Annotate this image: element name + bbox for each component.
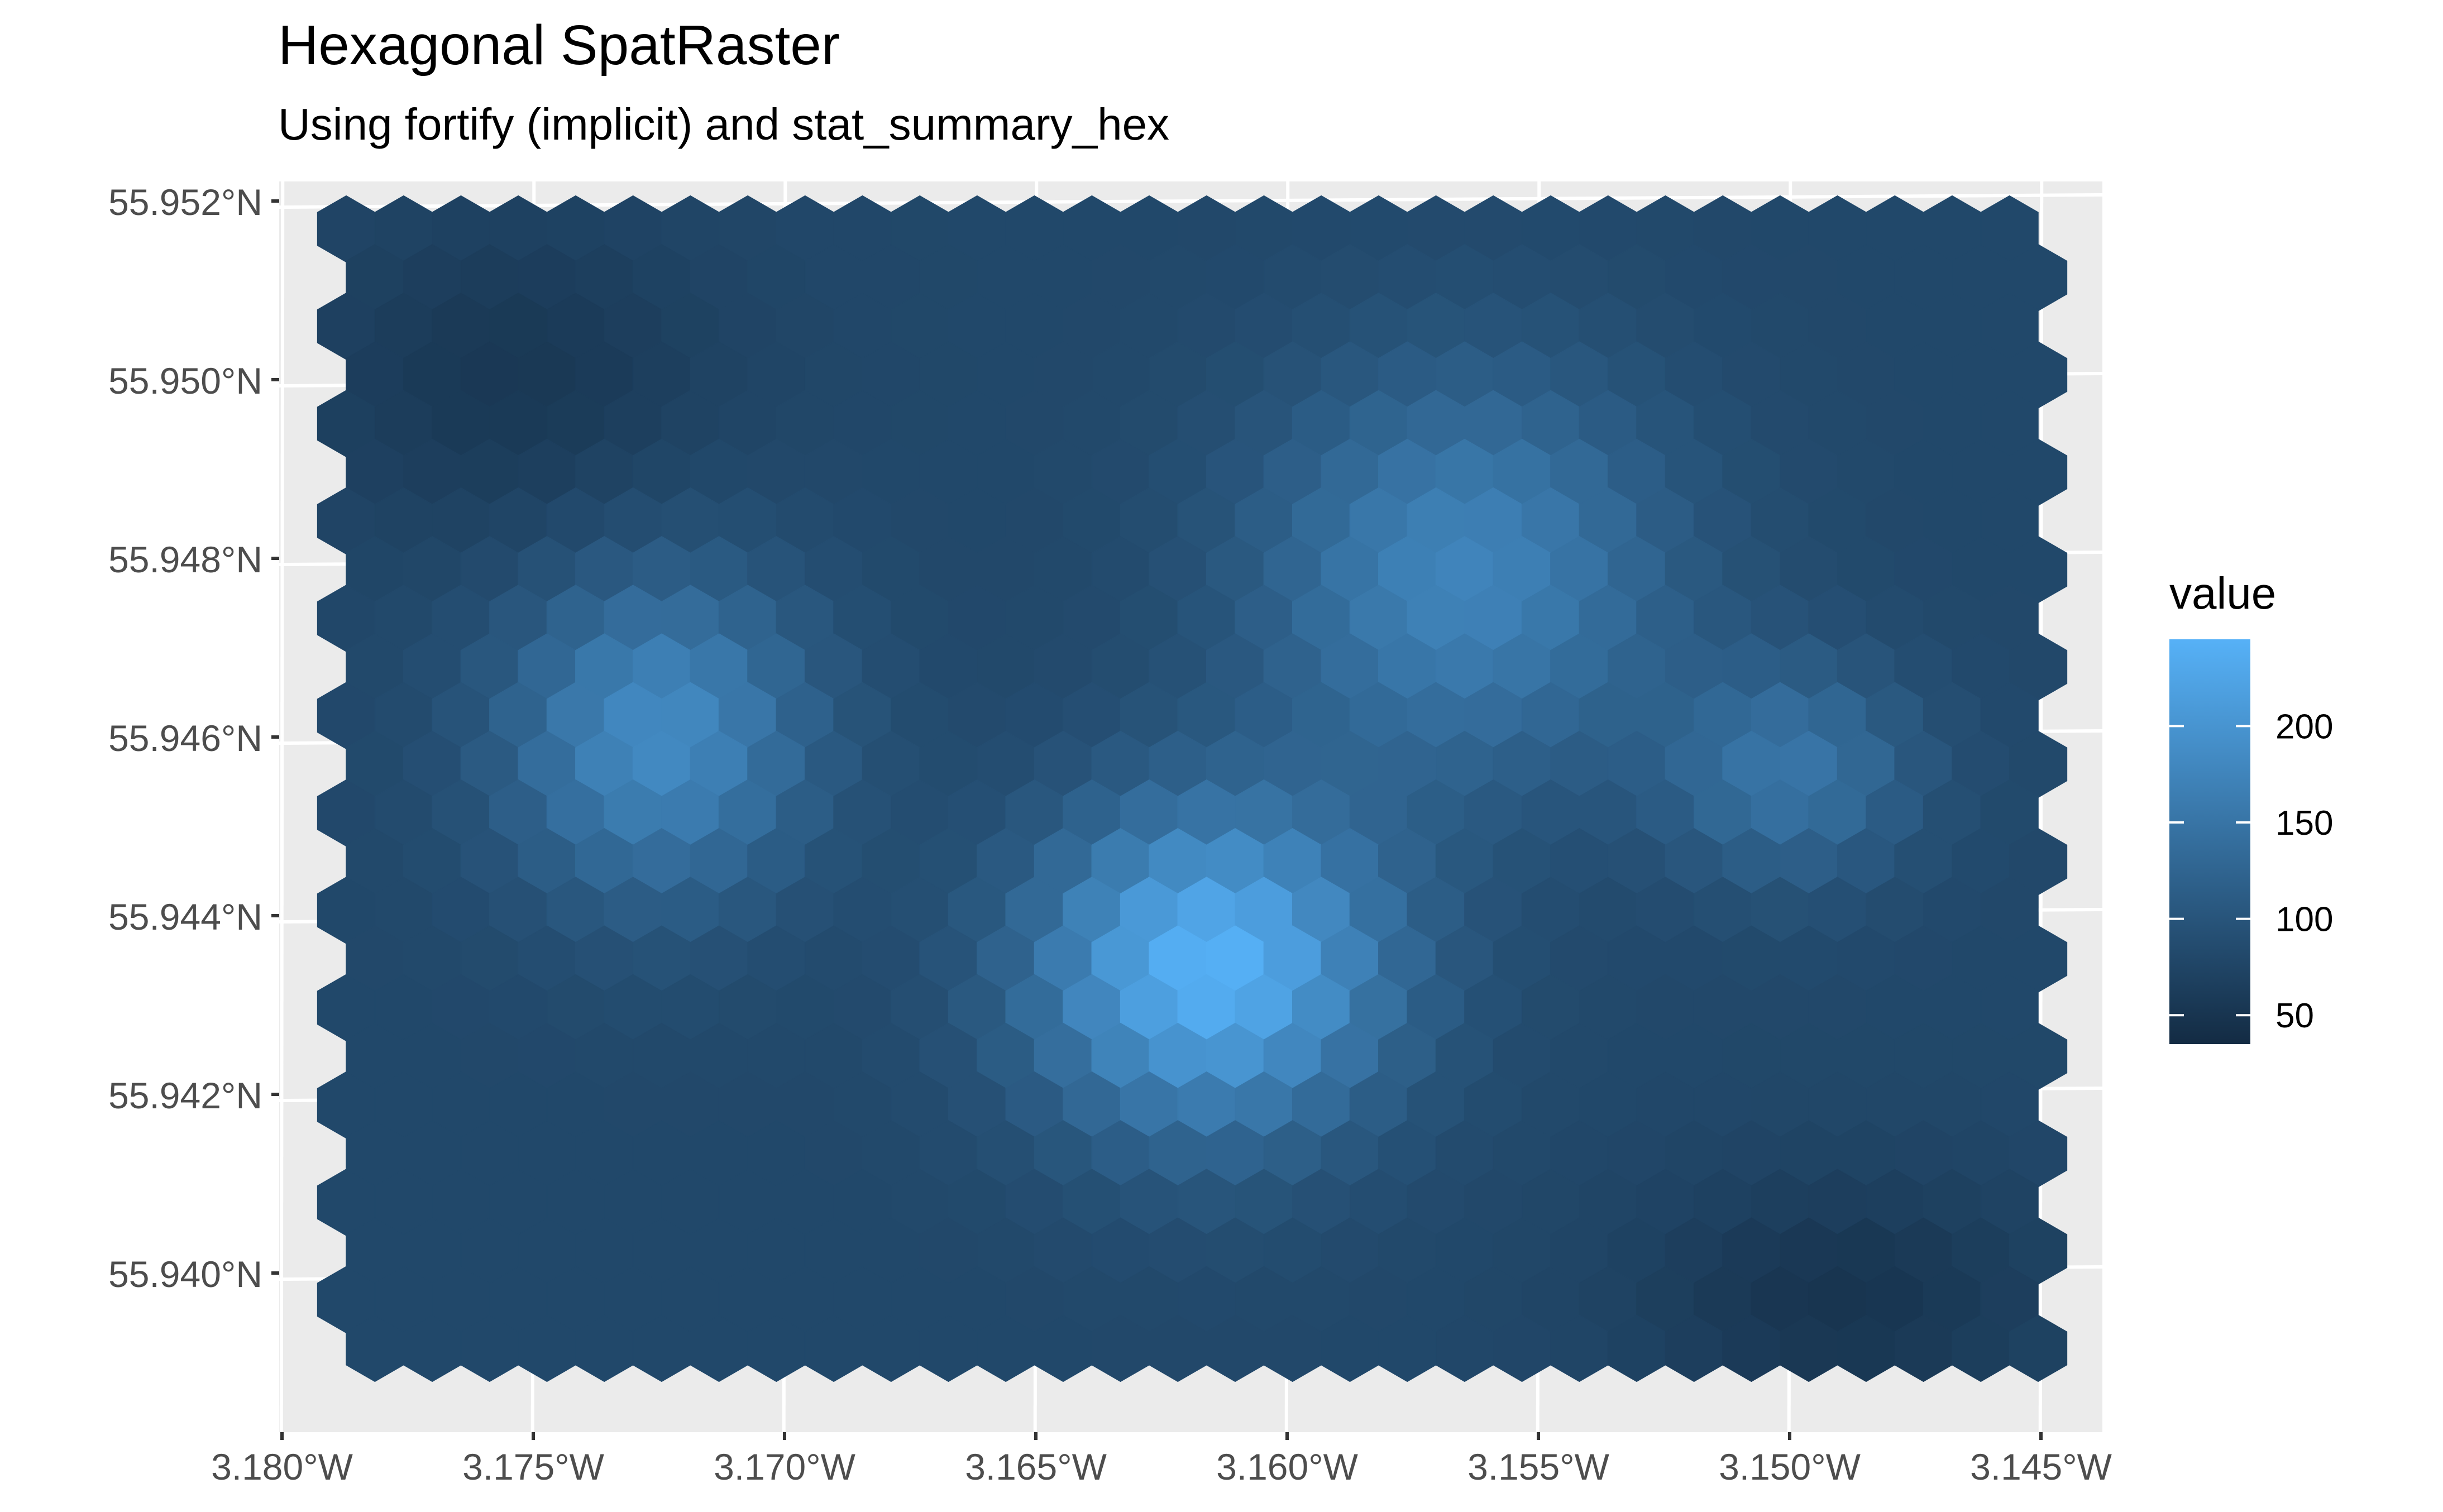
x-tick-label: 3.145°W (1970, 1446, 2112, 1487)
chart-subtitle: Using fortify (implicit) and stat_summar… (278, 99, 1169, 149)
x-tick-label: 3.160°W (1216, 1446, 1359, 1487)
legend-tick-label: 200 (2275, 707, 2333, 746)
hex-cells (317, 195, 2068, 1382)
y-tick-label: 55.944°N (108, 896, 262, 937)
x-tick-label: 3.165°W (965, 1446, 1107, 1487)
x-tick-label: 3.180°W (211, 1446, 353, 1487)
y-tick-label: 55.952°N (108, 181, 262, 223)
legend: value 200 150 100 50 (2169, 568, 2333, 1044)
y-tick-label: 55.940°N (108, 1253, 262, 1295)
legend-tick-label: 50 (2275, 997, 2314, 1035)
x-tick-label: 3.170°W (714, 1446, 856, 1487)
hex-cell (2009, 1314, 2068, 1382)
x-tick-label: 3.150°W (1719, 1446, 1861, 1487)
x-tick-label: 3.155°W (1467, 1446, 1610, 1487)
chart-title: Hexagonal SpatRaster (278, 14, 840, 76)
axes: 55.952°N 55.950°N 55.948°N 55.946°N 55.944°N… (108, 181, 2112, 1487)
y-tick-label: 55.948°N (108, 539, 262, 580)
x-tick-label: 3.175°W (462, 1446, 605, 1487)
legend-title: value (2169, 568, 2276, 618)
y-tick-label: 55.942°N (108, 1075, 262, 1116)
meridian-line (279, 181, 285, 1433)
y-tick-label: 55.950°N (108, 360, 262, 401)
legend-tick-label: 150 (2275, 804, 2333, 843)
y-tick-label: 55.946°N (108, 717, 262, 759)
legend-colorbar (2169, 639, 2250, 1044)
legend-tick-label: 100 (2275, 901, 2333, 939)
